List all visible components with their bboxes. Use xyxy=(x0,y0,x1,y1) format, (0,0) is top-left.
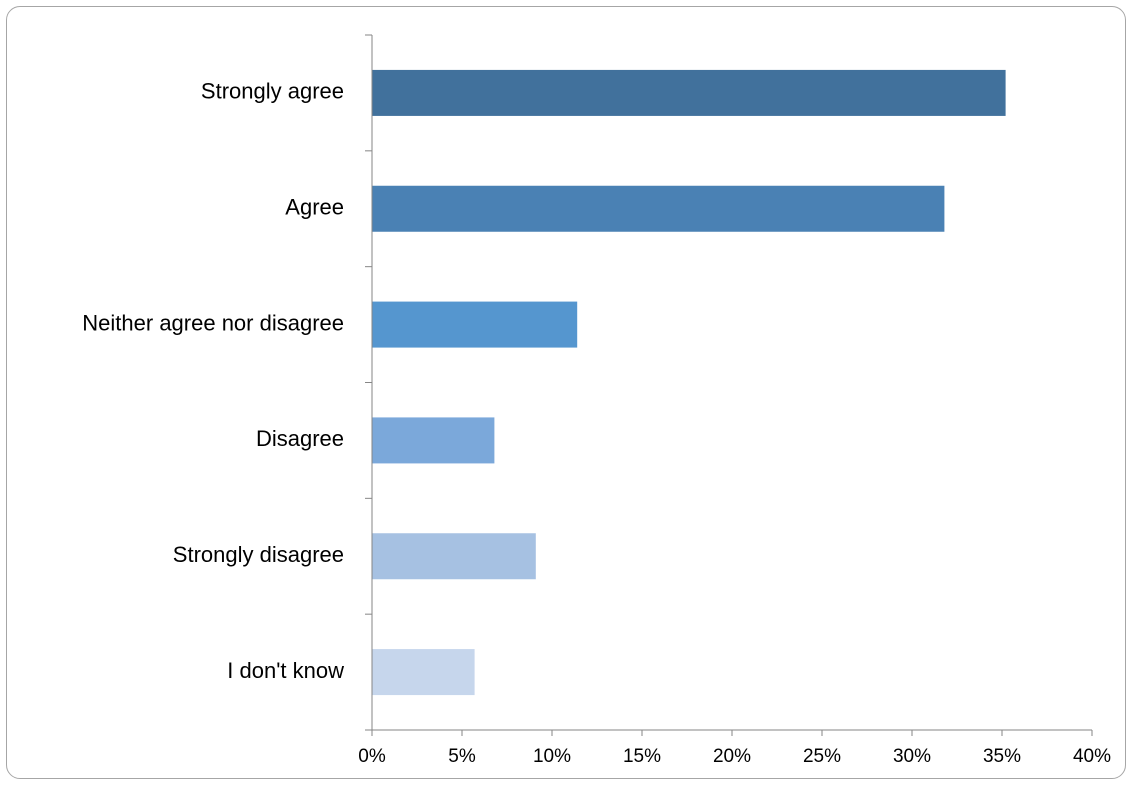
x-tick-label: 30% xyxy=(893,746,931,767)
bar xyxy=(372,533,536,580)
x-tick-label: 35% xyxy=(983,746,1021,767)
x-tick-labels: 0% 5% 10% 15% 20% 25% 30% 35% 40% xyxy=(358,746,1111,767)
x-tick-label: 0% xyxy=(358,746,386,767)
x-tick-label: 25% xyxy=(803,746,841,767)
bar xyxy=(372,69,1006,116)
category-label: Agree xyxy=(285,195,344,220)
x-tick-label: 15% xyxy=(623,746,661,767)
category-labels: Strongly agree Agree Neither agree nor dis… xyxy=(82,79,344,683)
category-label: Strongly disagree xyxy=(173,542,344,567)
x-tick-label: 20% xyxy=(713,746,751,767)
bar xyxy=(372,301,578,348)
bar xyxy=(372,185,945,232)
axes-group xyxy=(365,34,1093,736)
chart-frame xyxy=(6,6,1126,779)
bars-group xyxy=(372,69,1006,696)
bar xyxy=(372,649,475,696)
x-tick-label: 10% xyxy=(533,746,571,767)
category-label: I don't know xyxy=(227,658,344,683)
x-tick-label: 40% xyxy=(1073,746,1111,767)
category-label: Neither agree nor disagree xyxy=(82,310,344,335)
category-label: Disagree xyxy=(256,426,344,451)
bar xyxy=(372,417,495,464)
category-label: Strongly agree xyxy=(201,79,344,104)
x-tick-label: 5% xyxy=(448,746,476,767)
